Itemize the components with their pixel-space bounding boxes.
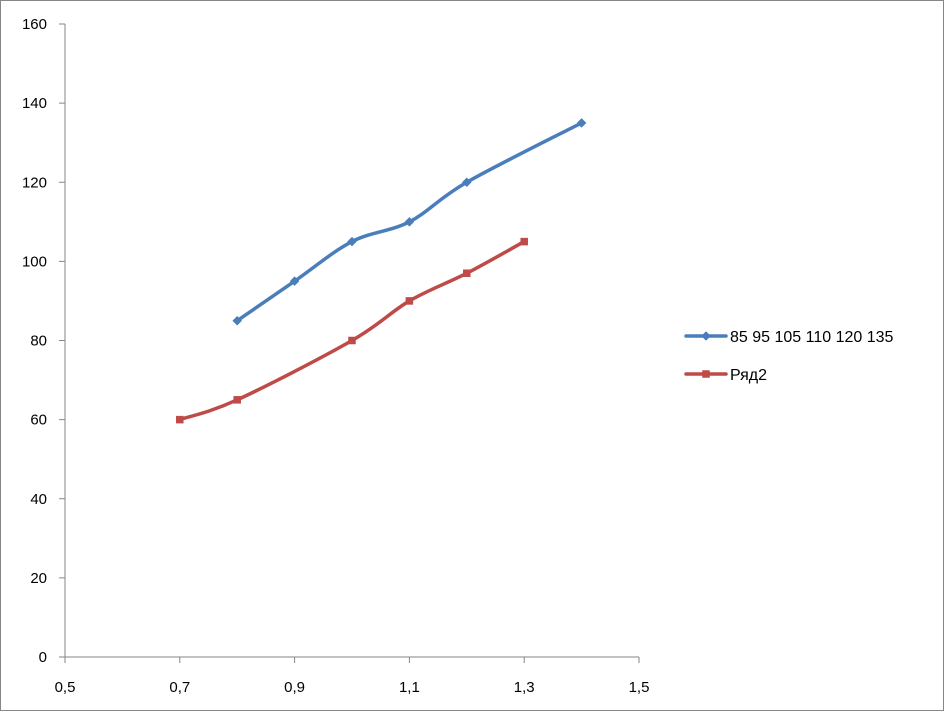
data-point [289, 276, 300, 287]
y-axis-ticks: 0 20 40 60 80 100 120 140 160 [22, 16, 65, 666]
data-point [347, 236, 357, 247]
legend: 85 95 105 110 120 135 Ряд2 [684, 329, 894, 384]
data-point [520, 237, 528, 246]
legend-label: Ряд2 [730, 367, 767, 384]
data-point [233, 396, 241, 404]
y-tick-label: 160 [22, 16, 47, 33]
y-tick-label: 120 [22, 174, 47, 191]
x-tick-label: 0,7 [169, 679, 190, 696]
series-layer [176, 118, 587, 424]
x-tick-label: 1,1 [399, 679, 420, 696]
y-tick-label: 140 [22, 95, 47, 112]
y-tick-label: 80 [30, 333, 47, 350]
series-2 [176, 237, 528, 424]
data-point [463, 269, 471, 277]
legend-label: 85 95 105 110 120 135 [730, 329, 894, 346]
y-tick-label: 60 [30, 412, 47, 429]
data-point [461, 177, 472, 188]
data-point [576, 118, 587, 128]
y-tick-label: 0 [39, 649, 47, 666]
data-point [348, 336, 356, 345]
legend-marker [701, 331, 711, 341]
x-tick-label: 0,5 [55, 679, 76, 696]
legend-item: Ряд2 [684, 367, 767, 384]
series-1 [232, 118, 587, 326]
y-tick-label: 40 [30, 491, 47, 508]
series-line [235, 121, 584, 323]
data-point [405, 297, 414, 305]
x-tick-label: 1,5 [629, 679, 650, 696]
data-point [404, 216, 415, 227]
x-axis-ticks: 0,5 0,7 0,9 1,1 1,3 1,5 [55, 657, 650, 696]
x-tick-label: 0,9 [284, 679, 305, 696]
legend-item: 85 95 105 110 120 135 [684, 329, 894, 346]
x-tick-label: 1,3 [514, 679, 535, 696]
y-tick-label: 20 [30, 570, 47, 587]
y-tick-label: 100 [22, 253, 47, 270]
series-line [178, 239, 526, 422]
data-point [232, 315, 243, 326]
data-point [176, 415, 184, 424]
legend-marker [702, 370, 710, 378]
